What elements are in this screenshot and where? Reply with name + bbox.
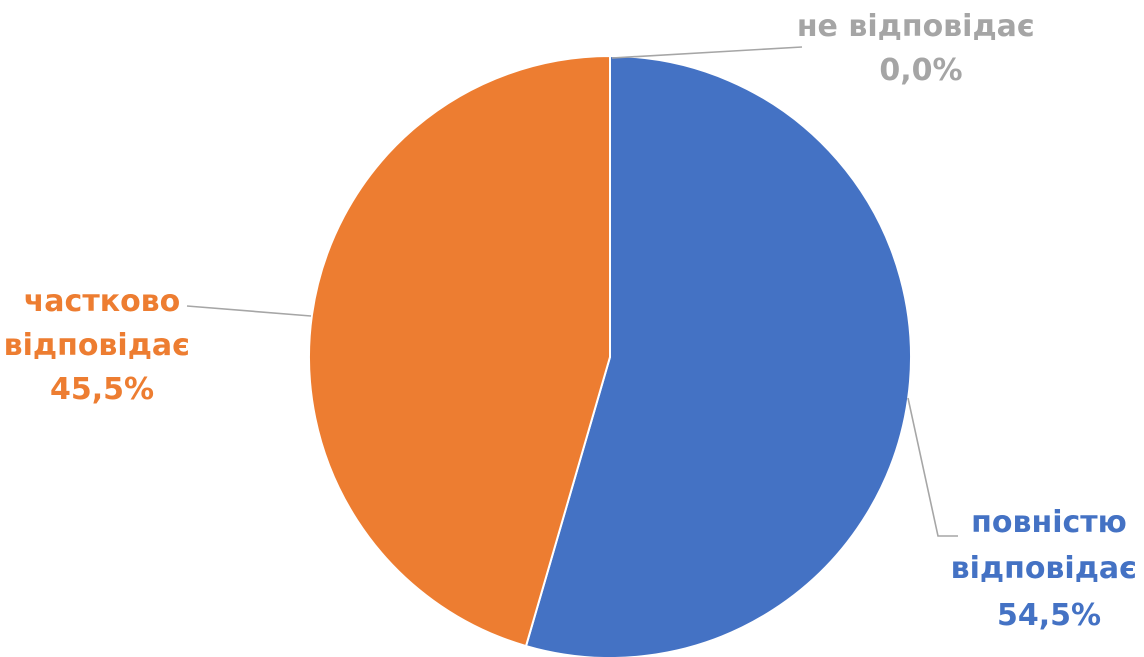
leader-line-ne-vidpovidae	[611, 46, 803, 59]
leader-lines	[186, 46, 958, 537]
slice-name-ne-vidpovidae: не відповідає	[797, 9, 1035, 44]
slice-name-chastkovo-vidpovidae: частково	[24, 284, 181, 319]
leader-line-chastkovo-vidpovidae	[186, 305, 312, 317]
data-label-povnistyu-vidpovidae: повністю відповідає 54,5%	[951, 505, 1144, 633]
slice-value-povnistyu-vidpovidae: 54,5%	[997, 598, 1101, 633]
slice-value-ne-vidpovidae: 0,0%	[879, 53, 962, 88]
slice-name-line2-chastkovo-vidpovidae: відповідає	[4, 328, 190, 363]
leader-line-povnistyu-vidpovidae	[907, 397, 958, 537]
data-label-chastkovo-vidpovidae: частково відповідає 45,5%	[4, 284, 201, 407]
slice-name-povnistyu-vidpovidae: повністю	[971, 505, 1127, 540]
pie-slices	[307, 55, 912, 657]
slice-value-chastkovo-vidpovidae: 45,5%	[50, 372, 154, 407]
slice-chastkovo-vidpovidae	[307, 55, 611, 648]
data-label-ne-vidpovidae: не відповідає 0,0%	[797, 9, 1045, 88]
slice-name-line2-povnistyu-vidpovidae: відповідає	[951, 551, 1137, 586]
